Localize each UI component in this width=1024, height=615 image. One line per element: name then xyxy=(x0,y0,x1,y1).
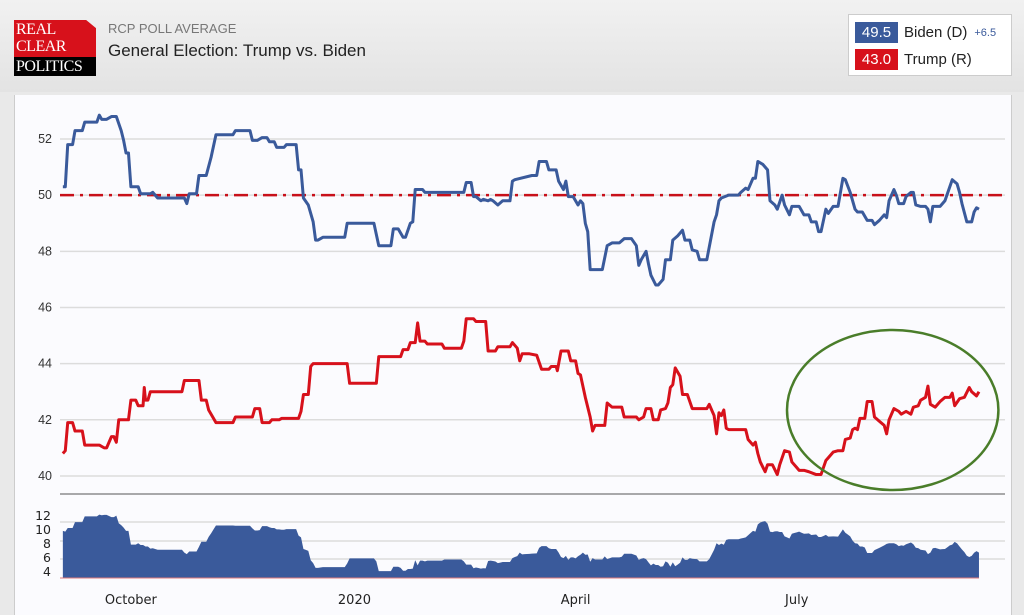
legend-item-trump: 43.0 Trump (R) xyxy=(855,49,972,70)
header: REAL CLEAR POLITICS RCP POLL AVERAGE Gen… xyxy=(0,0,1024,92)
y-tick-label: 52 xyxy=(38,132,52,146)
y-tick-label: 40 xyxy=(38,469,52,483)
trump-line xyxy=(61,317,981,477)
logo-text-real: REAL xyxy=(16,21,56,38)
spread-y-tick-label: 8 xyxy=(43,536,51,551)
spread-y-tick-label: 6 xyxy=(43,550,51,565)
legend-item-biden: 49.5 Biden (D) +6.5 xyxy=(855,22,996,43)
trump-label: Trump (R) xyxy=(904,51,972,68)
spread-y-tick-label: 12 xyxy=(35,508,51,523)
spread-y-tick-label: 4 xyxy=(43,564,51,579)
logo-red-block xyxy=(14,20,96,57)
kicker: RCP POLL AVERAGE xyxy=(108,21,237,36)
y-tick-label: 42 xyxy=(38,413,52,427)
x-tick-label: April xyxy=(561,593,591,608)
logo-text-politics: POLITICS xyxy=(16,58,83,75)
y-tick-label: 44 xyxy=(38,357,52,371)
biden-label: Biden (D) xyxy=(904,24,968,41)
x-tick-label: July xyxy=(784,593,809,608)
y-tick-label: 48 xyxy=(38,244,52,258)
biden-value-badge: 49.5 xyxy=(855,22,898,43)
trump-value-badge: 43.0 xyxy=(855,49,898,70)
spread-y-tick-label: 10 xyxy=(35,522,51,537)
biden-line xyxy=(62,113,980,287)
rcp-logo[interactable]: REAL CLEAR POLITICS xyxy=(14,20,96,76)
logo-black-block xyxy=(14,57,96,76)
page-title: General Election: Trump vs. Biden xyxy=(108,41,366,60)
logo-text-clear: CLEAR xyxy=(16,38,66,55)
annotation-ellipse xyxy=(785,328,1000,492)
x-tick-label: 2020 xyxy=(338,593,371,608)
spread-area xyxy=(62,514,979,578)
x-tick-label: October xyxy=(105,593,158,608)
y-tick-label: 46 xyxy=(38,300,52,314)
legend: 49.5 Biden (D) +6.5 43.0 Trump (R) xyxy=(848,14,1012,76)
y-tick-label: 50 xyxy=(38,188,52,202)
biden-spread: +6.5 xyxy=(974,26,997,39)
